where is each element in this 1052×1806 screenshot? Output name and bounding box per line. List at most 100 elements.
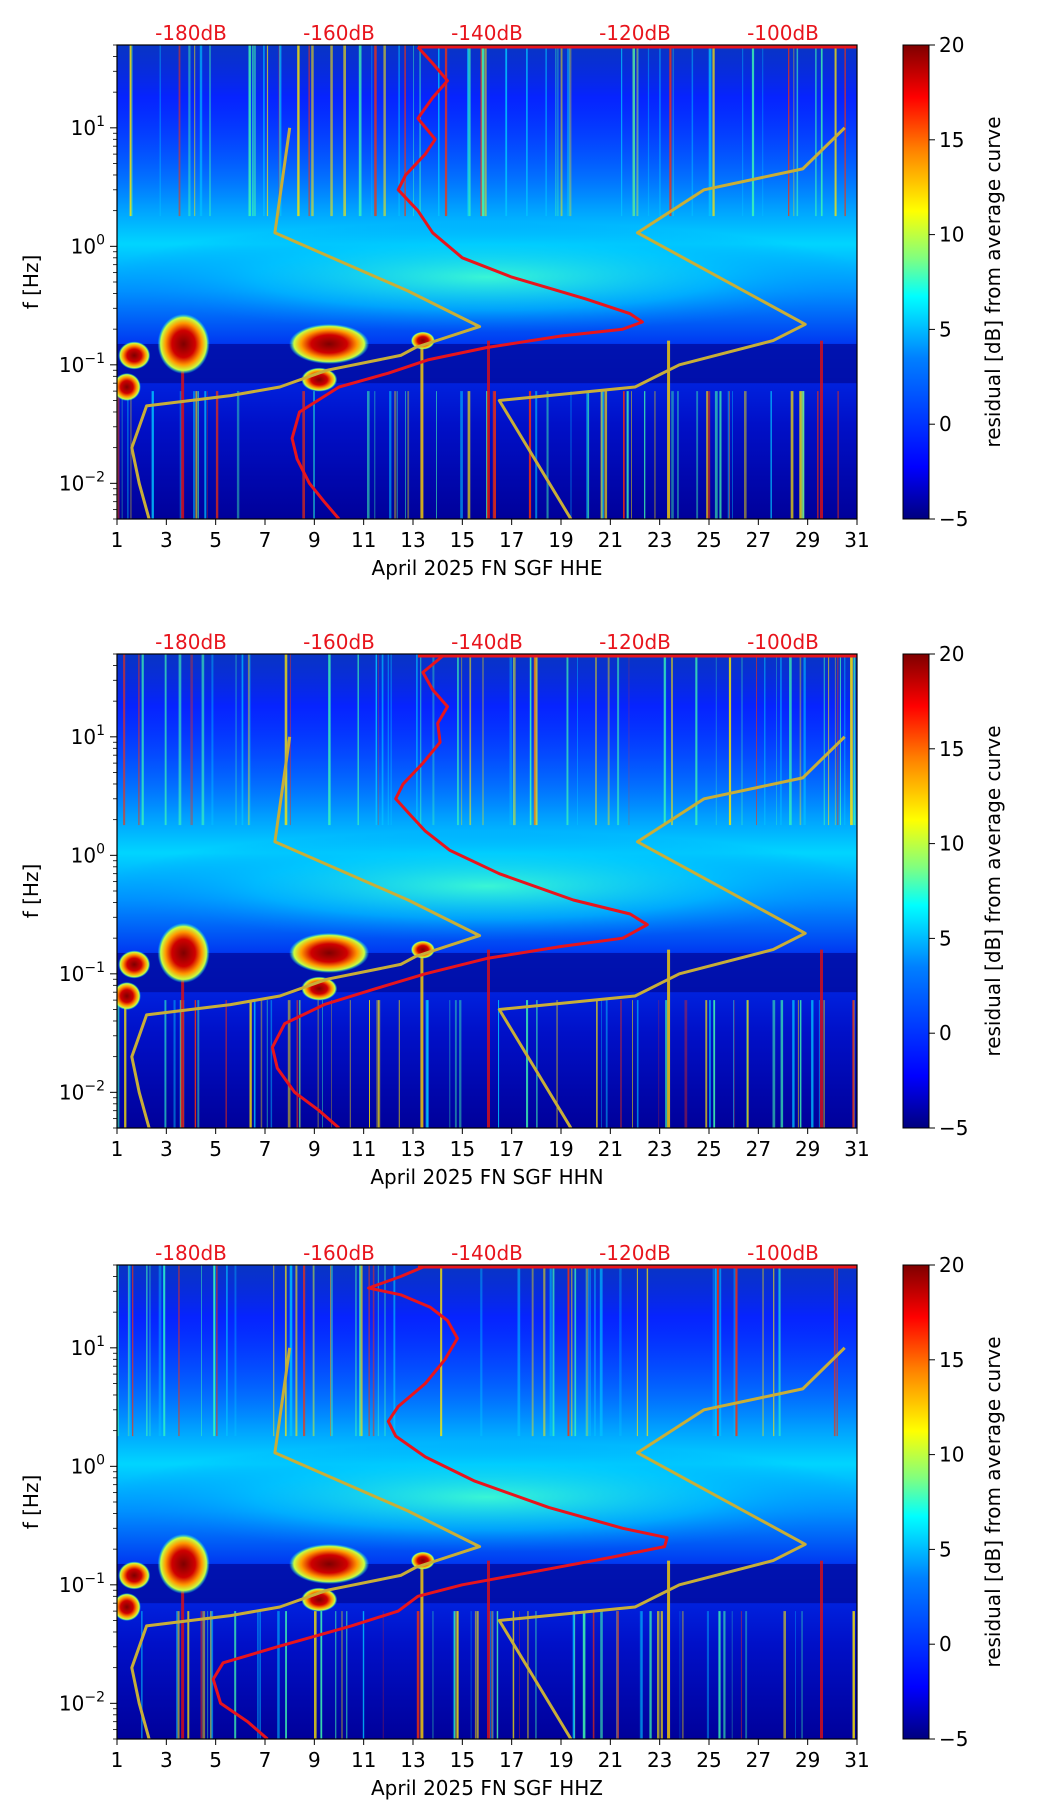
heatmap-streak [454,1000,457,1128]
heatmap-streak [560,45,563,217]
db-scale-label: -120dB [599,1241,671,1265]
x-tick-label: 1 [111,528,124,552]
heatmap-streak [660,1611,663,1739]
heatmap-streak [138,654,140,826]
heatmap-streak [607,654,610,826]
y-tick-label: 100 [71,841,105,867]
heatmap-streak [641,1611,643,1739]
heatmap-streak [792,1000,795,1128]
heatmap-streak [330,1265,332,1437]
heatmap-streak [567,1265,570,1437]
heatmap-streak [665,654,667,826]
heatmap-streak [297,45,300,217]
colorbar-tick-label: 5 [939,317,952,341]
heatmap-streak [770,391,772,519]
colorbar: 20 15 10 5 0 −5 residual [dB] from average cur… [902,642,1005,1140]
colorbar-tick-label: −5 [939,1727,968,1751]
heatmap-streak [727,391,730,519]
db-scale-label: -120dB [599,21,671,45]
heatmap-streak [815,45,817,217]
db-scale-label: -160dB [303,21,375,45]
colorbar-gradient [902,44,930,520]
average-psd-curve [290,46,644,519]
x-tick-label: 3 [160,1748,173,1772]
heatmap-streak [549,1265,552,1437]
heatmap-streak [509,654,513,826]
x-tick-label: 5 [209,1137,222,1161]
heatmap-streak [582,1611,586,1739]
heatmap-streak [257,1611,259,1739]
heatmap-streak [632,1000,633,1128]
heatmap-streak [141,654,144,826]
heatmap-streak [117,1265,119,1437]
heatmap-streak [601,391,604,519]
heatmap-hf-noise [117,45,857,207]
heatmap-streak [818,1000,820,1128]
heatmap-streak [393,1265,396,1437]
heatmap-event-streak [667,340,671,519]
heatmap-streak [313,391,315,519]
heatmap-streak [801,391,805,519]
heatmap-streak [735,1265,738,1437]
x-tick-label: 23 [647,528,672,552]
heatmap-streak [382,1611,384,1739]
heatmap-streak [691,45,694,217]
x-axis-label: April 2025 FN SGF HHE [372,556,603,580]
heatmap-streak [480,45,483,217]
heatmap-streak [536,1000,538,1128]
heatmap-streak [407,391,410,519]
heatmap-streak [377,654,379,826]
x-tick-label: 13 [400,1748,425,1772]
heatmap-streak [314,1611,317,1739]
x-tick-label: 9 [308,1137,321,1161]
heatmap-streak [498,1000,500,1128]
colorbar-tick-label: −5 [939,507,968,531]
heatmap-streak [844,654,846,826]
heatmap-streak [756,654,757,826]
heatmap-streak [128,1265,131,1437]
db-scale-label: -160dB [303,630,375,654]
average-psd-curve [211,1265,669,1739]
heatmap-streak [295,1265,298,1437]
heatmap-streak [285,1265,287,1437]
heatmap-streak [741,654,743,826]
heatmap-streak [545,45,547,217]
heatmap-hotspot [118,341,151,370]
heatmap-streak [121,391,123,519]
heatmap-streak [416,654,418,826]
heatmap-streak [799,654,802,826]
y-tick-label: 10−2 [59,1689,105,1715]
x-tick-label: 15 [450,1748,475,1772]
average-psd-curve [270,654,649,1128]
heatmap-hotspot [410,1551,435,1570]
heatmap-streak [850,654,853,826]
nlnm-curve [130,736,482,1128]
heatmap-streak [789,654,792,826]
heatmap-streak [146,1265,148,1437]
colorbar-label: residual [dB] from average curve [981,116,1005,447]
heatmap-streak [731,1611,733,1739]
heatmap-hotspot [301,367,338,392]
heatmap-streak [646,1265,649,1437]
heatmap-streak [837,654,839,826]
heatmap-streak [715,654,717,826]
heatmap-streak [712,1265,714,1437]
heatmap-streak [383,45,386,217]
heatmap-streak [328,654,331,826]
x-tick-label: 13 [400,1137,425,1161]
heatmap-streak [718,1611,721,1739]
heatmap-hf-noise [117,1265,857,1427]
heatmap-streak [519,1611,520,1739]
heatmap-streak [513,654,515,826]
x-tick-label: 25 [696,1137,721,1161]
heatmap-streak [226,1265,228,1437]
heatmap-event-streak [820,949,823,1128]
heatmap-streak [535,1611,537,1739]
heatmap-streak [803,391,804,519]
heatmap-streak [619,1265,622,1437]
heatmap-streak [311,45,314,217]
x-tick-label: 1 [111,1137,124,1161]
heatmap-streak [513,654,516,826]
heatmap-streak [456,1611,459,1739]
heatmap-streak [637,45,639,217]
